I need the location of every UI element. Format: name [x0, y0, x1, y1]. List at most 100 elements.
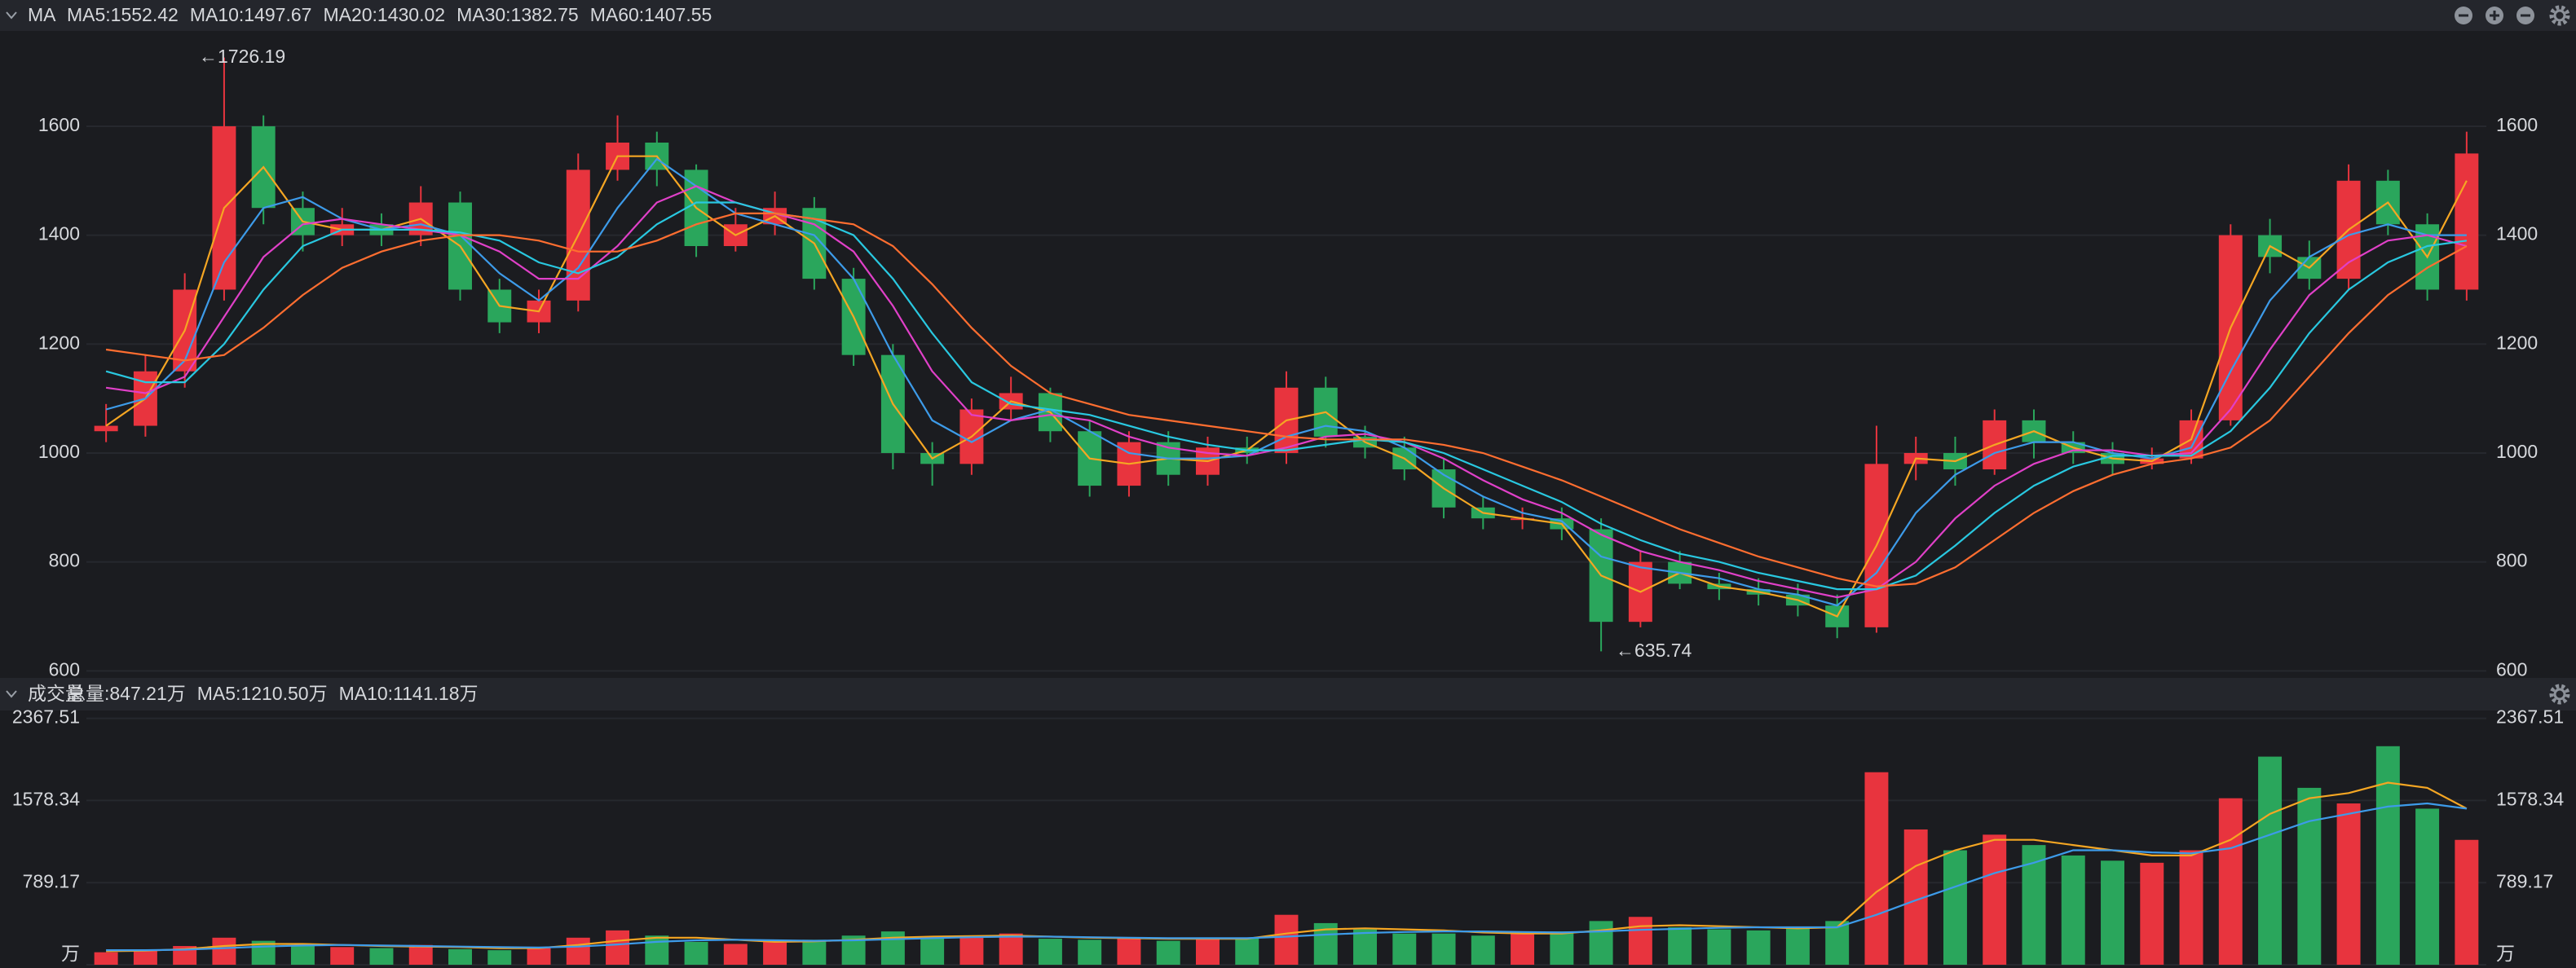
volume-bar [369, 948, 394, 965]
settings-button[interactable] [2549, 684, 2570, 705]
volume-bar [880, 931, 905, 965]
ma-line [105, 155, 2468, 618]
legend-entry: 总量:847.21万 [67, 683, 186, 704]
y-tick-label: 800 [49, 550, 80, 571]
y-tick-label: 万 [61, 943, 80, 964]
y-tick-label: 1600 [38, 114, 80, 135]
legend-entry: MA20:1430.02 [323, 4, 445, 25]
volume-bar [212, 937, 236, 965]
volume-bar [173, 946, 197, 965]
settings-button[interactable] [2549, 5, 2570, 26]
y-tick-label: 600 [49, 658, 80, 680]
minus-button[interactable] [2455, 7, 2472, 24]
ma-line [105, 201, 2468, 591]
volume-bar [1195, 939, 1220, 965]
legend-entry: MA5:1552.42 [67, 4, 179, 25]
y-tick-label: 1000 [2496, 441, 2538, 462]
volume-bar [2218, 798, 2243, 965]
minus-button[interactable] [2516, 7, 2534, 24]
volume-bar [448, 948, 472, 965]
y-tick-label: 1400 [2496, 223, 2538, 244]
panel-title: MA [28, 4, 56, 25]
volume-bar [290, 946, 315, 965]
volume-bar [920, 937, 945, 965]
annotation: ←1726.19 [199, 46, 285, 67]
volume-bar [2101, 860, 2124, 965]
volume-bar [1983, 834, 2007, 965]
volume-bar [2415, 808, 2440, 965]
volume-bar [1392, 933, 1417, 965]
y-tick-label: 1578.34 [12, 789, 80, 810]
y-tick-label: 2367.51 [2496, 706, 2564, 728]
volume-bar [133, 950, 157, 965]
collapse-icon[interactable] [6, 690, 17, 698]
volume-bar [763, 941, 787, 965]
volume-bar [1707, 929, 1731, 965]
volume-bar [330, 947, 355, 965]
volume-bar [645, 935, 669, 965]
volume-bar [723, 944, 748, 965]
toolbar [2455, 5, 2570, 705]
y-tick-label: 1400 [38, 223, 80, 244]
candle-body [2455, 153, 2479, 290]
y-tick-label: 1000 [38, 441, 80, 462]
volume-bar [684, 941, 708, 965]
volume-bar [2258, 756, 2283, 965]
volume-bar [2179, 850, 2203, 965]
volume-bar [2297, 787, 2322, 965]
y-tick-label: 789.17 [23, 870, 80, 891]
volume-bar [999, 933, 1023, 965]
volume-bar [1471, 935, 1495, 965]
legend-entry: MA10:1141.18万 [339, 683, 479, 704]
y-tick-label: 800 [2496, 550, 2527, 571]
volume-bar [1668, 927, 1692, 965]
y-tick-label: 789.17 [2496, 870, 2553, 891]
volume-bar [408, 944, 433, 965]
volume-bar [606, 930, 630, 965]
volume-bar [1589, 921, 1613, 965]
volume-bar [1235, 937, 1259, 965]
legend-entry: MA10:1497.67 [190, 4, 312, 25]
volume-bar [959, 935, 984, 965]
volume-bar [2140, 862, 2164, 965]
ma-line [105, 185, 2468, 599]
collapse-icon[interactable] [6, 11, 17, 20]
volume-bar [1628, 917, 1652, 965]
candle-body [94, 425, 118, 432]
volume-bar [1156, 940, 1180, 965]
volume-bar [2455, 839, 2479, 965]
volume-bar [1864, 772, 1889, 965]
volume-bar [566, 937, 590, 965]
volume-bar [2061, 855, 2085, 965]
annotation: ←635.74 [1616, 640, 1692, 661]
volume-bar [1550, 931, 1574, 965]
volume-bar [1511, 933, 1535, 965]
legend-entry: MA30:1382.75 [457, 4, 579, 25]
volume-bar [802, 939, 827, 965]
y-tick-label: 1600 [2496, 114, 2538, 135]
ma-line [106, 802, 2468, 952]
volume-bar [1785, 927, 1810, 965]
volume-bar [1274, 914, 1299, 965]
volume-bar [487, 950, 512, 965]
header-bar [0, 678, 2576, 711]
plus-button[interactable] [2486, 7, 2503, 24]
volume-bar [94, 952, 118, 965]
volume-bar [1038, 939, 1062, 965]
y-tick-label: 2367.51 [12, 706, 80, 728]
volume-bar [1353, 929, 1378, 965]
ma-line [105, 212, 2468, 587]
y-tick-label: 1578.34 [2496, 789, 2564, 810]
legend-entry: MA5:1210.50万 [197, 683, 328, 704]
volume-bar [2375, 746, 2400, 965]
volume-bar [1078, 939, 1102, 965]
y-tick-label: 万 [2496, 943, 2515, 964]
panel-title: 成交量 [28, 683, 84, 704]
y-tick-label: 600 [2496, 658, 2527, 680]
y-tick-label: 1200 [2496, 332, 2538, 353]
volume-bar [2336, 803, 2361, 965]
volume-bar [1943, 850, 1967, 965]
